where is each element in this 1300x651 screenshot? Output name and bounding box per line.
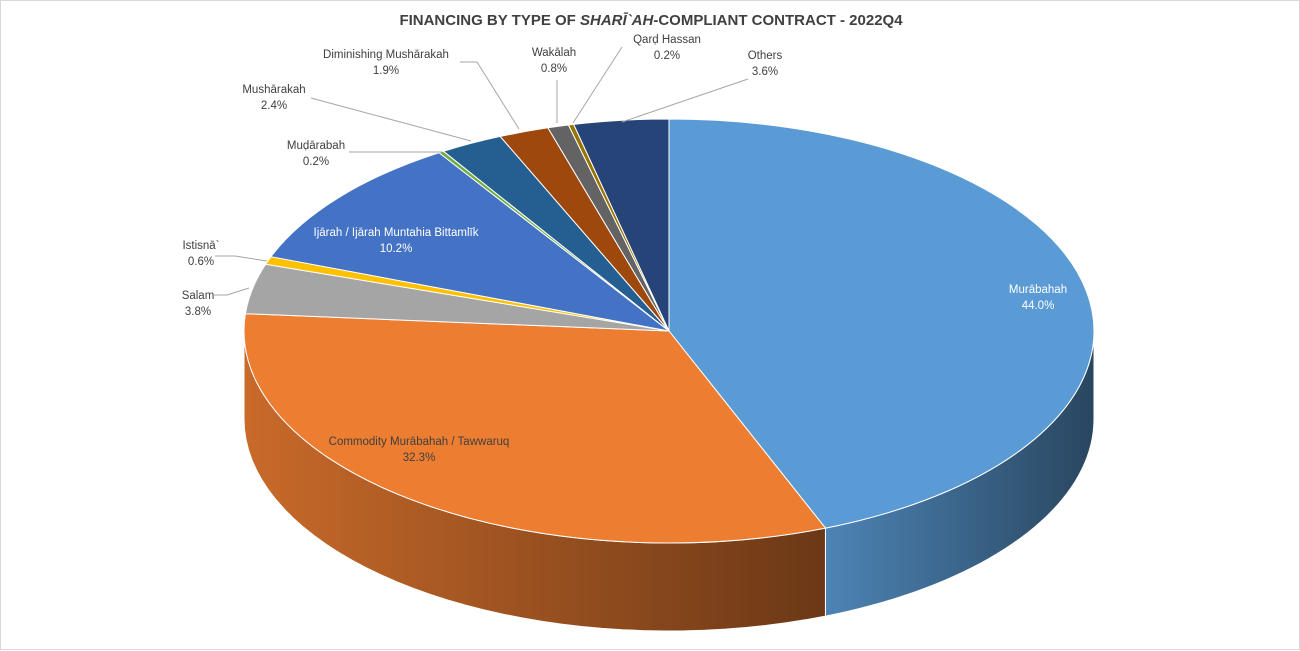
label-name-commodity-murabahah-tawwaruq: Commodity Murābahah / Tawwaruq [329, 436, 510, 448]
slice-others [572, 118, 670, 332]
slice-murabahah [668, 118, 1095, 529]
label-value-wakalah: 0.8% [541, 63, 567, 75]
label-value-commodity-murabahah-tawwaruq: 32.3% [403, 452, 436, 464]
label-name-wakalah: Wakālah [532, 47, 576, 59]
label-name-diminishing-musharakah: Diminishing Mushārakah [323, 49, 449, 61]
label-value-murabahah: 44.0% [1022, 300, 1055, 312]
label-name-istisna: Istisnā` [182, 240, 219, 252]
leader-line-istisna [215, 255, 268, 262]
label-name-murabahah: Murābahah [1009, 284, 1067, 296]
leader-line-others [621, 78, 749, 123]
label-value-musharakah: 2.4% [261, 100, 287, 112]
chart-title: FINANCING BY TYPE OF SHARĪ`AH-COMPLIANT … [399, 12, 903, 29]
leader-line-qard-hassan [572, 46, 623, 124]
label-name-others: Others [748, 50, 783, 62]
label-value-istisna: 0.6% [188, 256, 214, 268]
label-value-diminishing-musharakah: 1.9% [373, 65, 399, 77]
label-value-others: 3.6% [752, 66, 778, 78]
label-name-salam: Salam [182, 290, 215, 302]
label-value-mudarabah: 0.2% [303, 156, 329, 168]
label-name-qard-hassan: Qarḍ Hassan [633, 34, 701, 46]
leader-line-salam [214, 287, 250, 296]
label-value-salam: 3.8% [185, 306, 211, 318]
label-name-ijarah-ijarah-muntahia-bittamlik: Ijārah / Ijārah Muntahia Bittamlīk [314, 227, 479, 239]
slice-commodity-murabahah-tawwaruq [243, 313, 827, 544]
leader-line-diminishing-musharakah [460, 61, 520, 130]
label-value-ijarah-ijarah-muntahia-bittamlik: 10.2% [380, 243, 413, 255]
leader-line-musharakah [310, 97, 472, 142]
label-value-qard-hassan: 0.2% [654, 50, 680, 62]
label-name-mudarabah: Muḍārabah [287, 140, 345, 152]
slice-ijarah-ijarah-muntahia-bittamlik [270, 152, 670, 332]
label-name-musharakah: Mushārakah [242, 84, 305, 96]
